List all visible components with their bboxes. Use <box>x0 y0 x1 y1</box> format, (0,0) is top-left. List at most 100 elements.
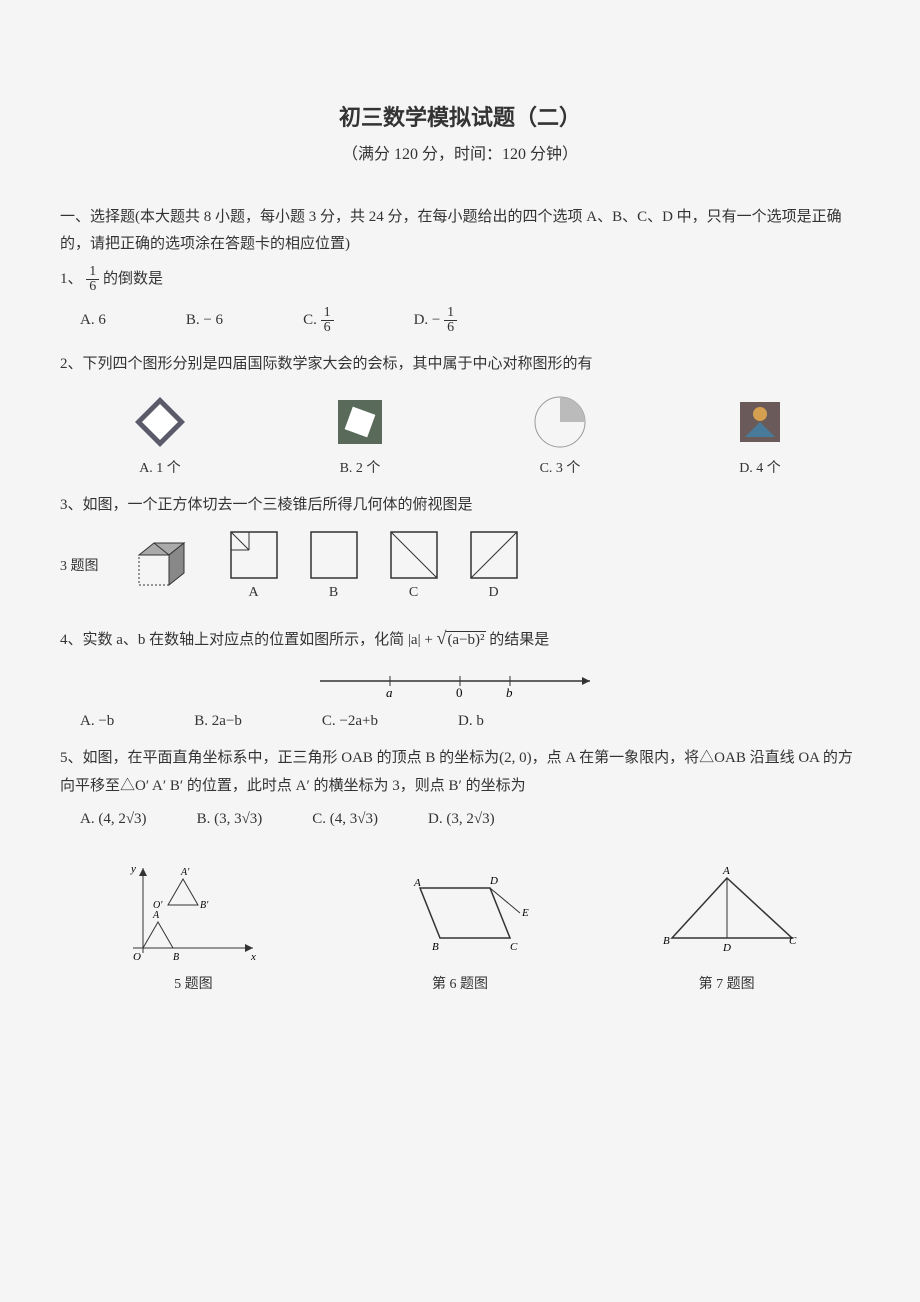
logo-3-icon <box>530 392 590 452</box>
svg-text:A: A <box>152 910 160 921</box>
q4-options: A. −b B. 2a−b C. −2a+b D. b <box>80 713 860 730</box>
svg-text:y: y <box>130 863 136 875</box>
q3-label: 3 题图 <box>60 555 99 575</box>
svg-text:C: C <box>789 935 797 947</box>
svg-text:O′: O′ <box>153 900 163 911</box>
logo-1-icon <box>130 392 190 452</box>
question-2: 2、下列四个图形分别是四届国际数学家大会的会标，其中属于中心对称图形的有 <box>60 350 860 379</box>
svg-text:E: E <box>521 907 529 919</box>
svg-text:C: C <box>510 941 518 953</box>
figure-6: A D B C E 第 6 题图 <box>390 858 530 993</box>
section-1-header: 一、选择题(本大题共 8 小题，每小题 3 分，共 24 分，在每小题给出的四个… <box>60 204 860 258</box>
q1-suffix: 的倒数是 <box>103 271 163 287</box>
q3-view-a: A <box>229 530 279 601</box>
svg-text:D: D <box>722 942 731 954</box>
q5-option-c: C. (4, 3√3) <box>312 811 378 828</box>
q4-sqrt-expr: (a−b)² <box>446 631 485 648</box>
question-3: 3、如图，一个正方体切去一个三棱锥后所得几何体的俯视图是 <box>60 491 860 520</box>
axis-a: a <box>386 685 393 699</box>
figure-5: y x O A B A′ O′ B′ 5 题图 <box>123 858 263 993</box>
svg-text:x: x <box>250 951 256 963</box>
axis-b: b <box>506 685 513 699</box>
logo-4-icon <box>730 392 790 452</box>
q1-c-prefix: C. <box>303 312 321 328</box>
q3-c-icon <box>389 530 439 580</box>
q5-option-a: A. (4, 2√3) <box>80 811 147 828</box>
q1-d-den: 6 <box>444 320 457 335</box>
q1-d-prefix: D. − <box>414 312 441 328</box>
q1-c-frac: 1 6 <box>321 305 334 336</box>
q1-option-a: A. 6 <box>80 312 106 329</box>
figures-row: y x O A B A′ O′ B′ 5 题图 A D B C E 第 6 题图 <box>60 858 860 993</box>
q2-logo-4: D. 4 个 <box>730 392 790 477</box>
q2-option-b: B. 2 个 <box>330 457 390 477</box>
svg-text:A: A <box>413 877 421 889</box>
q3-figures: 3 题图 A B C D <box>60 530 860 601</box>
q1-frac-num: 1 <box>86 264 99 280</box>
svg-text:D: D <box>489 875 498 887</box>
q2-logo-1: A. 1 个 <box>130 392 190 477</box>
q1-option-c: C. 1 6 <box>303 305 334 336</box>
figure-5-label: 5 题图 <box>123 973 263 993</box>
page-title: 初三数学模拟试题（二） <box>60 100 860 132</box>
q1-frac-den: 6 <box>86 279 99 294</box>
q1-prefix: 1、 <box>60 271 83 287</box>
q2-logos: A. 1 个 B. 2 个 C. 3 个 D. 4 个 <box>60 392 860 477</box>
svg-text:O: O <box>133 951 141 963</box>
q1-d-num: 1 <box>444 305 457 321</box>
q1-c-num: 1 <box>321 305 334 321</box>
q3-solid-icon <box>129 535 199 595</box>
q3-view-c: C <box>389 530 439 601</box>
q1-d-frac: 1 6 <box>444 305 457 336</box>
q3-option-a: A <box>229 585 279 601</box>
q3-option-c: C <box>389 585 439 601</box>
question-4: 4、实数 a、b 在数轴上对应点的位置如图所示，化简 |a| + √(a−b)²… <box>60 621 860 655</box>
q3-d-icon <box>469 530 519 580</box>
figure-7-icon: A B C D <box>657 858 797 968</box>
q3-b-icon <box>309 530 359 580</box>
q1-fraction: 1 6 <box>86 264 99 295</box>
svg-text:B: B <box>663 935 670 947</box>
q3-option-d: D <box>469 585 519 601</box>
question-5: 5、如图，在平面直角坐标系中，正三角形 OAB 的顶点 B 的坐标为(2, 0)… <box>60 744 860 801</box>
q4-option-d: D. b <box>458 713 484 730</box>
svg-text:B′: B′ <box>200 900 209 911</box>
q4-number-line: a 0 b <box>310 669 610 699</box>
q4-prefix: 4、实数 a、b 在数轴上对应点的位置如图所示，化简 |a| + <box>60 632 437 648</box>
q5-option-d: D. (3, 2√3) <box>428 811 495 828</box>
svg-text:B: B <box>173 952 179 963</box>
q2-logo-2: B. 2 个 <box>330 392 390 477</box>
q4-option-a: A. −b <box>80 713 114 730</box>
svg-text:A′: A′ <box>180 867 190 878</box>
q3-view-d: D <box>469 530 519 601</box>
q5-option-b: B. (3, 3√3) <box>197 811 263 828</box>
q1-option-d: D. − 1 6 <box>414 305 458 336</box>
svg-text:B: B <box>432 941 439 953</box>
q1-c-den: 6 <box>321 320 334 335</box>
q2-logo-3: C. 3 个 <box>530 392 590 477</box>
q1-option-b: B. − 6 <box>186 312 223 329</box>
logo-2-icon <box>330 392 390 452</box>
q4-option-b: B. 2a−b <box>194 713 242 730</box>
q4-option-c: C. −2a+b <box>322 713 378 730</box>
q3-view-b: B <box>309 530 359 601</box>
q1-options: A. 6 B. − 6 C. 1 6 D. − 1 6 <box>80 305 860 336</box>
q2-option-c: C. 3 个 <box>530 457 590 477</box>
question-1: 1、 1 6 的倒数是 <box>60 264 860 295</box>
figure-7-label: 第 7 题图 <box>657 973 797 993</box>
q3-a-icon <box>229 530 279 580</box>
svg-text:A: A <box>722 865 730 877</box>
page-subtitle: （满分 120 分，时间：120 分钟） <box>60 140 860 164</box>
figure-6-icon: A D B C E <box>390 858 530 968</box>
q4-suffix: 的结果是 <box>489 632 549 648</box>
q5-options: A. (4, 2√3) B. (3, 3√3) C. (4, 3√3) D. (… <box>80 811 860 828</box>
axis-zero: 0 <box>456 685 463 699</box>
q2-option-d: D. 4 个 <box>730 457 790 477</box>
q3-option-b: B <box>309 585 359 601</box>
number-line-icon: a 0 b <box>310 669 610 699</box>
q2-option-a: A. 1 个 <box>130 457 190 477</box>
figure-6-label: 第 6 题图 <box>390 973 530 993</box>
sqrt-icon: √ <box>437 628 447 648</box>
figure-7: A B C D 第 7 题图 <box>657 858 797 993</box>
figure-5-icon: y x O A B A′ O′ B′ <box>123 858 263 968</box>
